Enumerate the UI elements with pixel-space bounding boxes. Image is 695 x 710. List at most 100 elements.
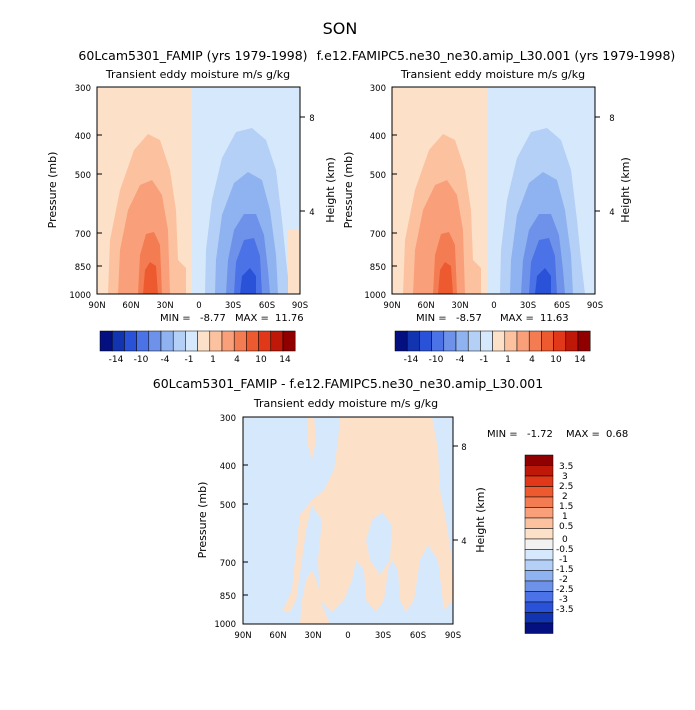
panel-2-xtick-60S: 60S: [554, 301, 570, 311]
panel-3-pos-region-left: [300, 570, 330, 624]
panel-1-colorbar-swatch: [148, 330, 162, 352]
panel-3-title: 60Lcam5301_FAMIP - f.e12.FAMIPC5.ne30_ne…: [153, 376, 543, 391]
panel-1-cb-label-2: -10: [134, 355, 149, 365]
panel-3-colorbar-swatch: [524, 486, 554, 498]
panel-3-ylabel: Pressure (mb): [196, 482, 209, 559]
panel-2-cb-label-1: -14: [404, 355, 419, 365]
panel-1-colorbar: [99, 330, 296, 352]
panel-1-ytick-850: 850: [75, 263, 91, 273]
panel-2-cb-label-5: 1: [505, 355, 511, 365]
panel-1-colorbar-swatch: [221, 330, 235, 352]
panel-2-cb-label-4: -1: [480, 355, 489, 365]
panel-3-cb-label-3: 2.5: [559, 482, 573, 492]
panel-1-cb-label-8: 14: [279, 355, 291, 365]
panel-2-colorbar-swatch: [516, 330, 530, 352]
panel-1-max-value: 11.76: [275, 313, 304, 324]
panel-2-ylabel: Pressure (mb): [342, 152, 355, 229]
panel-2-pos-contour-4: [438, 262, 453, 294]
panel-1-y2tick-4: 4: [309, 208, 314, 218]
panel-1-colorbar-swatch: [124, 330, 137, 352]
panel-2-x-ticks: 90N 60N 30N 0 30S 60S 90S: [383, 301, 603, 311]
panel-2-colorbar-swatch: [553, 330, 567, 352]
panel-3-ytick-300: 300: [220, 414, 236, 424]
panel-2-xtick-30S: 30S: [520, 301, 536, 311]
panel-2-colorbar-swatch: [443, 330, 457, 352]
panel-1-colorbar-swatch: [233, 330, 247, 352]
panel-2-cb-label-6: 4: [529, 355, 535, 365]
panel-1-xtick-60N: 60N: [122, 301, 139, 311]
panel-1-y-ticks: 300 400 500 700 850 1000: [69, 84, 305, 301]
panel-2-colorbar-swatch: [492, 330, 506, 352]
panel-2-colorbar-swatch: [394, 330, 408, 352]
panel-2-ytick-1000: 1000: [364, 291, 386, 301]
panel-3-colorbar-swatch: [524, 507, 554, 519]
panel-2-xtick-90S: 90S: [587, 301, 603, 311]
panel-3-y2label: Height (km): [474, 487, 487, 553]
panel-1-ytick-700: 700: [75, 230, 91, 240]
panel-3-pos-region-main: [282, 417, 453, 612]
panel-1-colorbar-swatch: [258, 330, 272, 352]
panel-2-ytick-850: 850: [370, 263, 386, 273]
panel-1-max-label: MAX =: [235, 313, 269, 324]
panel-1-colorbar-swatch: [111, 330, 125, 352]
panel-1-cb-label-3: -4: [161, 355, 170, 365]
panel-3-colorbar-swatch: [524, 612, 554, 624]
panel-1-xtick-60S: 60S: [259, 301, 275, 311]
panel-3-xtick-0: 0: [345, 631, 350, 641]
panel-3-colorbar: [524, 454, 554, 634]
panel-2-colorbar-swatch: [480, 330, 493, 352]
panel-1-colorbar-swatch: [99, 330, 113, 352]
panel-1-cb-label-5: 1: [210, 355, 216, 365]
panel-2-neg-contour-5: [535, 268, 551, 294]
panel-2-y2tick-8: 8: [609, 114, 614, 124]
panel-2-cb-label-8: 14: [574, 355, 586, 365]
panel-1-y2label: Height (km): [324, 157, 337, 223]
panel-3-min-value: -1.72: [527, 429, 553, 440]
panel-2-xtick-30N: 30N: [451, 301, 468, 311]
panel-2-colorbar-swatch: [419, 330, 432, 352]
panel-1-colorbar-swatch: [270, 330, 284, 352]
panel-2: f.e12.FAMIPC5.ne30_ne30.amip_L30.001 (yr…: [317, 48, 676, 365]
panel-2-colorbar: [394, 330, 591, 352]
panel-2-cb-label-2: -10: [429, 355, 444, 365]
panel-3-colorbar-swatch: [524, 601, 554, 613]
panel-3-cb-label-9: -0.5: [556, 545, 574, 555]
panel-1-xtick-90N: 90N: [88, 301, 105, 311]
panel-3-subtitle: Transient eddy moisture m/s g/kg: [253, 397, 438, 410]
panel-3-cb-label-10: -1: [559, 555, 568, 565]
panel-2-ytick-700: 700: [370, 230, 386, 240]
panel-3-colorbar-swatch: [524, 591, 554, 603]
panel-3-colorbar-swatch: [524, 465, 554, 477]
panel-1-ytick-400: 400: [75, 132, 91, 142]
panel-1-y2tick-8: 8: [309, 114, 314, 124]
panel-3-colorbar-swatch: [524, 622, 554, 634]
panel-2-ytick-500: 500: [370, 171, 386, 181]
panel-3-xtick-60S: 60S: [410, 631, 426, 641]
panel-3-plot-frame: [242, 416, 454, 625]
panel-2-max-label: MAX =: [500, 313, 534, 324]
panel-3-xtick-90N: 90N: [234, 631, 251, 641]
panel-1-colorbar-swatch: [136, 330, 150, 352]
panel-1-cb-label-1: -14: [109, 355, 124, 365]
panel-1-neg-contour-5: [240, 268, 256, 294]
panel-1-pos-contour-4: [143, 262, 158, 294]
panel-2-colorbar-swatch: [406, 330, 420, 352]
panel-3-pos-strip-top: [308, 417, 316, 460]
panel-1-xtick-30S: 30S: [225, 301, 241, 311]
panel-2-min-label: MIN =: [416, 313, 447, 324]
panel-1-min-label: MIN =: [160, 313, 191, 324]
panel-3-xtick-90S: 90S: [445, 631, 461, 641]
panel-3-cb-label-6: 1: [562, 512, 568, 522]
panel-1-colorbar-swatch: [246, 330, 259, 352]
panel-2-cb-label-7: 10: [550, 355, 562, 365]
panel-1-cb-label-7: 10: [255, 355, 267, 365]
figure-title: SON: [323, 19, 358, 38]
panel-3-colorbar-swatch: [524, 559, 554, 571]
panel-1-ytick-300: 300: [75, 84, 91, 94]
panel-1-subtitle: Transient eddy moisture m/s g/kg: [105, 68, 290, 81]
panel-2-colorbar-swatch: [577, 330, 591, 352]
panel-1-colorbar-swatch: [282, 330, 296, 352]
panel-3-ytick-850: 850: [220, 592, 236, 602]
panel-3-cb-label-11: -1.5: [556, 565, 574, 575]
